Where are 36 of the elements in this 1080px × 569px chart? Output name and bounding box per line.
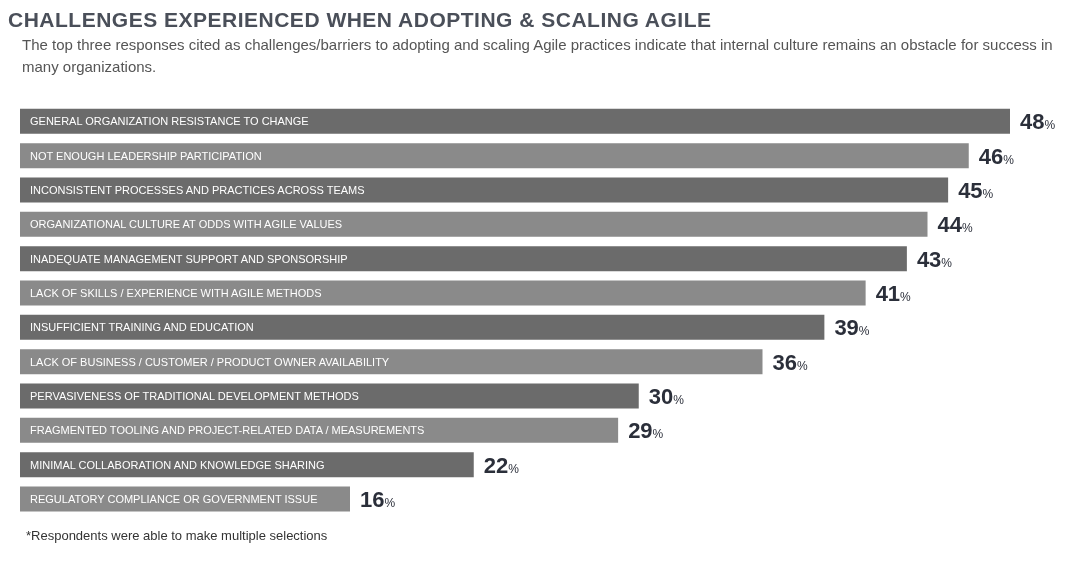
y-tick-label: NOT ENOUGH LEADERSHIP PARTICIPATION <box>30 149 262 162</box>
data-label: 43% <box>916 246 953 272</box>
y-tick-label: LACK OF SKILLS / EXPERIENCE WITH AGILE METHODS <box>30 286 322 299</box>
data-label: 44% <box>937 212 973 238</box>
y-tick-label: ORGANIZATIONAL CULTURE AT ODDS WITH AGILE VALUES <box>30 218 343 231</box>
data-label: 46% <box>978 143 1015 169</box>
bar <box>20 280 866 306</box>
bar <box>20 383 639 409</box>
y-tick-label: REGULATORY COMPLIANCE OR GOVERNMENT ISSUE <box>30 492 318 505</box>
bar <box>20 108 1010 134</box>
y-tick-label: PERVASIVENESS OF TRADITIONAL DEVELOPMENT METHODS <box>30 389 359 402</box>
data-label: 30% <box>648 383 685 409</box>
chart-subtitle: The top three responses cited as challenges/barriers to adopting and scaling Agile practices indicate that internal culture remains an obstacle for success in many organizations. <box>21 35 1054 77</box>
y-tick-label: INCONSISTENT PROCESSES AND PRACTICES ACROSS TEAMS <box>30 183 365 196</box>
data-label: 41% <box>875 280 912 306</box>
data-label: 36% <box>772 349 808 375</box>
bar <box>20 177 949 203</box>
data-label: 22% <box>483 452 520 478</box>
bar <box>20 143 969 169</box>
data-label: 48% <box>1020 109 1056 135</box>
chart-title: CHALLENGES EXPERIENCED WHEN ADOPTING & SCALING AGILE <box>8 8 713 32</box>
y-tick-label: FRAGMENTED TOOLING AND PROJECT-RELATED DATA / MEASUREMENTS <box>30 424 425 437</box>
data-label: 16% <box>360 486 396 512</box>
bar <box>20 349 763 375</box>
bar <box>20 211 928 237</box>
bar <box>20 314 825 340</box>
text: *Respondents were able to make multiple selections <box>25 528 329 543</box>
data-label: 29% <box>628 418 664 444</box>
bar <box>20 246 907 272</box>
y-tick-label: INSUFFICIENT TRAINING AND EDUCATION <box>30 321 254 334</box>
y-tick-label: INADEQUATE MANAGEMENT SUPPORT AND SPONSORSHIP <box>30 252 348 265</box>
data-label: 45% <box>958 177 994 203</box>
y-tick-label: LACK OF BUSINESS / CUSTOMER / PRODUCT OWNER AVAILABILITY <box>30 355 390 368</box>
y-tick-label: MINIMAL COLLABORATION AND KNOWLEDGE SHARING <box>30 458 325 471</box>
data-label: 39% <box>834 315 870 341</box>
y-tick-label: GENERAL ORGANIZATION RESISTANCE TO CHANGE <box>30 115 309 128</box>
